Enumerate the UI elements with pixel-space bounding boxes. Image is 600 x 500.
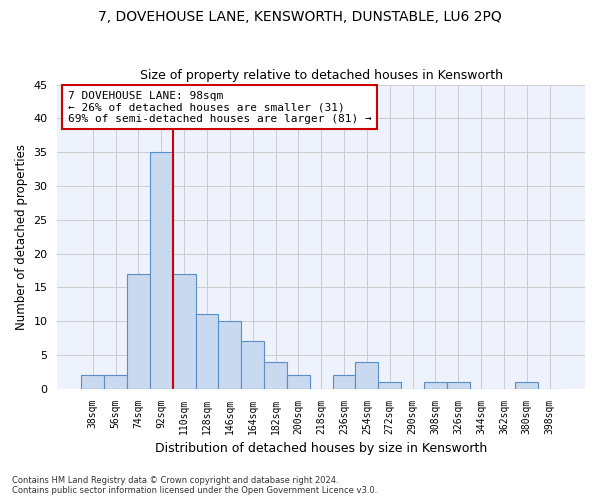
- Bar: [515, 382, 538, 388]
- Text: Contains HM Land Registry data © Crown copyright and database right 2024.
Contai: Contains HM Land Registry data © Crown c…: [12, 476, 377, 495]
- Bar: [424, 382, 447, 388]
- Bar: [355, 362, 379, 388]
- Bar: [287, 375, 310, 388]
- Y-axis label: Number of detached properties: Number of detached properties: [15, 144, 28, 330]
- Bar: [332, 375, 355, 388]
- Bar: [173, 274, 196, 388]
- Bar: [127, 274, 150, 388]
- Bar: [241, 342, 264, 388]
- X-axis label: Distribution of detached houses by size in Kensworth: Distribution of detached houses by size …: [155, 442, 487, 455]
- Bar: [264, 362, 287, 388]
- Title: Size of property relative to detached houses in Kensworth: Size of property relative to detached ho…: [140, 69, 503, 82]
- Bar: [218, 321, 241, 388]
- Bar: [82, 375, 104, 388]
- Bar: [447, 382, 470, 388]
- Bar: [150, 152, 173, 388]
- Bar: [379, 382, 401, 388]
- Bar: [104, 375, 127, 388]
- Text: 7, DOVEHOUSE LANE, KENSWORTH, DUNSTABLE, LU6 2PQ: 7, DOVEHOUSE LANE, KENSWORTH, DUNSTABLE,…: [98, 10, 502, 24]
- Bar: [196, 314, 218, 388]
- Text: 7 DOVEHOUSE LANE: 98sqm
← 26% of detached houses are smaller (31)
69% of semi-de: 7 DOVEHOUSE LANE: 98sqm ← 26% of detache…: [68, 90, 372, 124]
